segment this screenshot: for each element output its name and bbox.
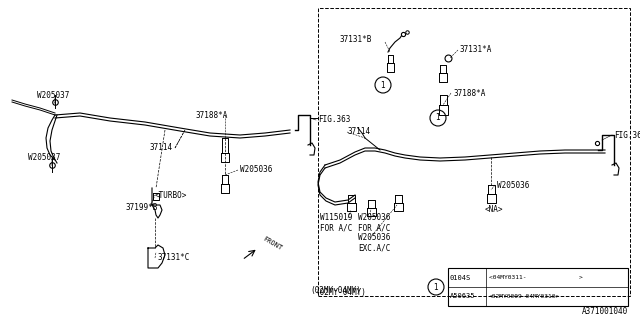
Text: <NA>: <NA> bbox=[485, 205, 504, 214]
Bar bbox=[318, 8, 630, 296]
Text: 1: 1 bbox=[436, 114, 440, 123]
Text: 37114: 37114 bbox=[348, 127, 371, 137]
Text: FIG.363: FIG.363 bbox=[318, 116, 350, 124]
Text: W205036: W205036 bbox=[240, 165, 273, 174]
Text: W115019: W115019 bbox=[320, 213, 353, 222]
Text: 37131*C: 37131*C bbox=[157, 253, 189, 262]
Text: FOR A/C: FOR A/C bbox=[320, 223, 353, 233]
Text: EXC.A/C: EXC.A/C bbox=[358, 244, 390, 252]
Text: W205036: W205036 bbox=[358, 213, 390, 222]
Text: A371001040: A371001040 bbox=[582, 308, 628, 316]
Text: FIG.363: FIG.363 bbox=[614, 131, 640, 140]
Text: W205037: W205037 bbox=[37, 91, 69, 100]
Text: 37131*B: 37131*B bbox=[340, 36, 372, 44]
Bar bbox=[448, 268, 628, 306]
Text: <02MY0009-04MY0310>: <02MY0009-04MY0310> bbox=[489, 294, 560, 299]
Text: W205036: W205036 bbox=[497, 180, 529, 189]
Text: (02MY-04MY): (02MY-04MY) bbox=[315, 289, 366, 298]
Text: 0104S: 0104S bbox=[450, 275, 471, 281]
Text: 37199*B: 37199*B bbox=[125, 203, 157, 212]
Text: 1: 1 bbox=[434, 283, 438, 292]
Text: <TURBO>: <TURBO> bbox=[155, 190, 188, 199]
Text: 37131*A: 37131*A bbox=[460, 45, 492, 54]
Text: 37114: 37114 bbox=[150, 143, 173, 153]
Text: W205036: W205036 bbox=[358, 234, 390, 243]
Text: A50635: A50635 bbox=[450, 293, 476, 300]
Text: 37188*A: 37188*A bbox=[195, 110, 227, 119]
Text: <04MY0311-              >: <04MY0311- > bbox=[489, 275, 583, 280]
Text: (02MY-04MY): (02MY-04MY) bbox=[310, 285, 361, 294]
Text: FOR A/C: FOR A/C bbox=[358, 223, 390, 233]
Text: 1: 1 bbox=[381, 81, 385, 90]
Text: W205037: W205037 bbox=[28, 154, 60, 163]
Text: 37188*A: 37188*A bbox=[453, 89, 485, 98]
Text: FRONT: FRONT bbox=[262, 236, 284, 252]
